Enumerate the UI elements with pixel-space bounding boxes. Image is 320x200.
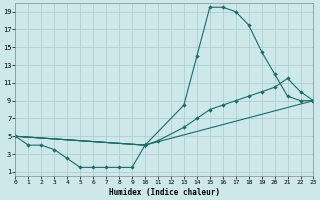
- X-axis label: Humidex (Indice chaleur): Humidex (Indice chaleur): [109, 188, 220, 197]
